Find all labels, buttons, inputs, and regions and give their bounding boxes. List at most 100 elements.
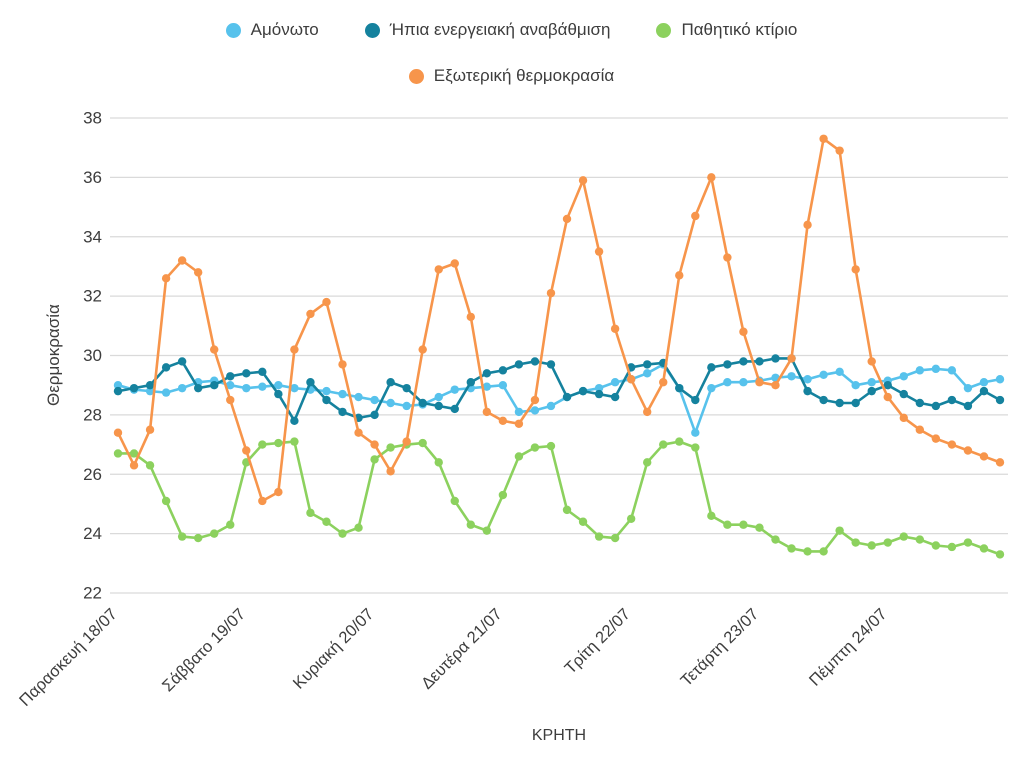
legend-label: Αμόνωτο bbox=[250, 20, 319, 39]
data-point-exoteriki-thermokrasia bbox=[530, 395, 540, 405]
legend-label: Ήπια ενεργειακή αναβάθμιση bbox=[389, 20, 611, 39]
data-point-pathitiko-ktirio bbox=[177, 532, 187, 541]
data-point-ipia-energeiaki-anavathmisi bbox=[193, 383, 203, 393]
data-point-pathitiko-ktirio bbox=[995, 550, 1005, 559]
data-point-pathitiko-ktirio bbox=[931, 541, 941, 550]
data-point-exoteriki-thermokrasia bbox=[915, 425, 925, 434]
data-point-exoteriki-thermokrasia bbox=[418, 345, 427, 354]
data-point-exoteriki-thermokrasia bbox=[546, 288, 556, 298]
data-point-pathitiko-ktirio bbox=[979, 544, 989, 553]
series-line-pathitiko-ktirio bbox=[116, 440, 1002, 556]
data-point-exoteriki-thermokrasia bbox=[354, 428, 363, 437]
data-point-amonoto bbox=[450, 385, 459, 394]
data-point-exoteriki-thermokrasia bbox=[306, 309, 315, 319]
legend-item-pathitiko-ktirio[interactable]: Παθητικό κτίριο bbox=[656, 20, 797, 40]
data-point-exoteriki-thermokrasia bbox=[386, 467, 395, 476]
data-point-exoteriki-thermokrasia bbox=[819, 134, 828, 143]
data-point-amonoto bbox=[995, 375, 1005, 384]
data-point-pathitiko-ktirio bbox=[482, 526, 492, 535]
data-point-pathitiko-ktirio bbox=[514, 452, 524, 461]
data-point-ipia-energeiaki-anavathmisi bbox=[482, 369, 492, 378]
legend-row-2: Εξωτερική θερμοκρασία bbox=[408, 66, 614, 86]
data-point-ipia-energeiaki-anavathmisi bbox=[338, 407, 347, 417]
data-point-amonoto bbox=[931, 364, 941, 374]
data-point-pathitiko-ktirio bbox=[306, 508, 315, 518]
y-tick-label: 24 bbox=[83, 524, 102, 543]
data-point-exoteriki-thermokrasia bbox=[883, 392, 892, 402]
data-point-amonoto bbox=[610, 378, 620, 387]
data-point-ipia-energeiaki-anavathmisi bbox=[819, 395, 828, 405]
data-point-pathitiko-ktirio bbox=[418, 438, 427, 448]
data-point-ipia-energeiaki-anavathmisi bbox=[434, 401, 443, 411]
data-point-amonoto bbox=[723, 378, 732, 387]
data-point-ipia-energeiaki-anavathmisi bbox=[771, 354, 780, 363]
data-point-pathitiko-ktirio bbox=[899, 532, 908, 541]
data-point-ipia-energeiaki-anavathmisi bbox=[578, 386, 588, 396]
data-point-amonoto bbox=[322, 386, 331, 396]
data-point-pathitiko-ktirio bbox=[578, 517, 588, 526]
data-point-amonoto bbox=[594, 383, 604, 393]
series-line-ipia-energeiaki-anavathmisi bbox=[116, 357, 1002, 423]
data-point-amonoto bbox=[787, 372, 796, 381]
data-point-ipia-energeiaki-anavathmisi bbox=[129, 383, 139, 393]
data-point-pathitiko-ktirio bbox=[145, 461, 155, 470]
y-tick-label: 26 bbox=[83, 465, 102, 484]
legend-item-amonoto[interactable]: Αμόνωτο bbox=[225, 20, 319, 40]
data-point-amonoto bbox=[546, 401, 556, 411]
data-point-amonoto bbox=[739, 378, 748, 387]
data-point-pathitiko-ktirio bbox=[963, 538, 973, 547]
data-point-exoteriki-thermokrasia bbox=[338, 360, 347, 369]
data-point-exoteriki-thermokrasia bbox=[643, 407, 652, 417]
data-point-pathitiko-ktirio bbox=[594, 532, 604, 541]
data-point-ipia-energeiaki-anavathmisi bbox=[594, 389, 604, 399]
data-point-pathitiko-ktirio bbox=[867, 541, 876, 550]
data-point-pathitiko-ktirio bbox=[803, 547, 812, 556]
data-point-ipia-energeiaki-anavathmisi bbox=[883, 380, 892, 390]
data-point-exoteriki-thermokrasia bbox=[242, 446, 251, 455]
data-point-amonoto bbox=[899, 372, 908, 381]
data-point-exoteriki-thermokrasia bbox=[210, 345, 219, 354]
series-line-amonoto bbox=[116, 363, 1002, 434]
data-point-exoteriki-thermokrasia bbox=[979, 452, 989, 461]
legend-label: Παθητικό κτίριο bbox=[681, 20, 798, 39]
data-point-amonoto bbox=[819, 370, 828, 379]
data-point-ipia-energeiaki-anavathmisi bbox=[306, 378, 315, 387]
data-point-pathitiko-ktirio bbox=[498, 490, 508, 500]
chart-legend: Αμόνωτο Ήπια ενεργειακή αναβάθμιση Παθητ… bbox=[0, 20, 1023, 86]
legend-item-ipia-anavathmisi[interactable]: Ήπια ενεργειακή αναβάθμιση bbox=[364, 20, 611, 40]
data-point-exoteriki-thermokrasia bbox=[995, 458, 1005, 467]
data-point-pathitiko-ktirio bbox=[338, 529, 347, 538]
legend-item-exoteriki-thermokrasia[interactable]: Εξωτερική θερμοκρασία bbox=[408, 66, 614, 86]
data-point-ipia-energeiaki-anavathmisi bbox=[258, 367, 267, 377]
data-point-exoteriki-thermokrasia bbox=[450, 259, 459, 268]
data-point-ipia-energeiaki-anavathmisi bbox=[963, 401, 973, 411]
data-point-exoteriki-thermokrasia bbox=[755, 378, 764, 387]
data-point-pathitiko-ktirio bbox=[723, 520, 732, 529]
data-point-ipia-energeiaki-anavathmisi bbox=[739, 357, 748, 366]
data-point-pathitiko-ktirio bbox=[322, 517, 331, 526]
data-point-ipia-energeiaki-anavathmisi bbox=[161, 363, 171, 372]
data-point-ipia-energeiaki-anavathmisi bbox=[915, 398, 925, 408]
data-point-pathitiko-ktirio bbox=[675, 437, 684, 446]
data-point-exoteriki-thermokrasia bbox=[626, 375, 636, 384]
data-point-exoteriki-thermokrasia bbox=[514, 419, 524, 428]
data-point-ipia-energeiaki-anavathmisi bbox=[755, 357, 764, 366]
data-point-pathitiko-ktirio bbox=[787, 544, 796, 553]
legend-row-1: Αμόνωτο Ήπια ενεργειακή αναβάθμιση Παθητ… bbox=[225, 20, 797, 40]
data-point-pathitiko-ktirio bbox=[226, 520, 235, 529]
data-point-amonoto bbox=[867, 378, 876, 387]
data-point-amonoto bbox=[915, 366, 925, 375]
data-point-amonoto bbox=[835, 367, 844, 377]
data-point-pathitiko-ktirio bbox=[739, 520, 748, 529]
data-point-amonoto bbox=[691, 428, 700, 437]
data-point-pathitiko-ktirio bbox=[659, 440, 668, 449]
data-point-ipia-energeiaki-anavathmisi bbox=[675, 383, 684, 393]
data-point-exoteriki-thermokrasia bbox=[947, 440, 957, 449]
data-point-ipia-energeiaki-anavathmisi bbox=[242, 369, 251, 378]
data-point-amonoto bbox=[851, 380, 860, 390]
data-point-ipia-energeiaki-anavathmisi bbox=[113, 386, 123, 396]
x-tick-label: Παρασκευή 18/07 bbox=[16, 605, 121, 710]
data-point-exoteriki-thermokrasia bbox=[498, 416, 508, 426]
data-point-amonoto bbox=[386, 398, 395, 408]
